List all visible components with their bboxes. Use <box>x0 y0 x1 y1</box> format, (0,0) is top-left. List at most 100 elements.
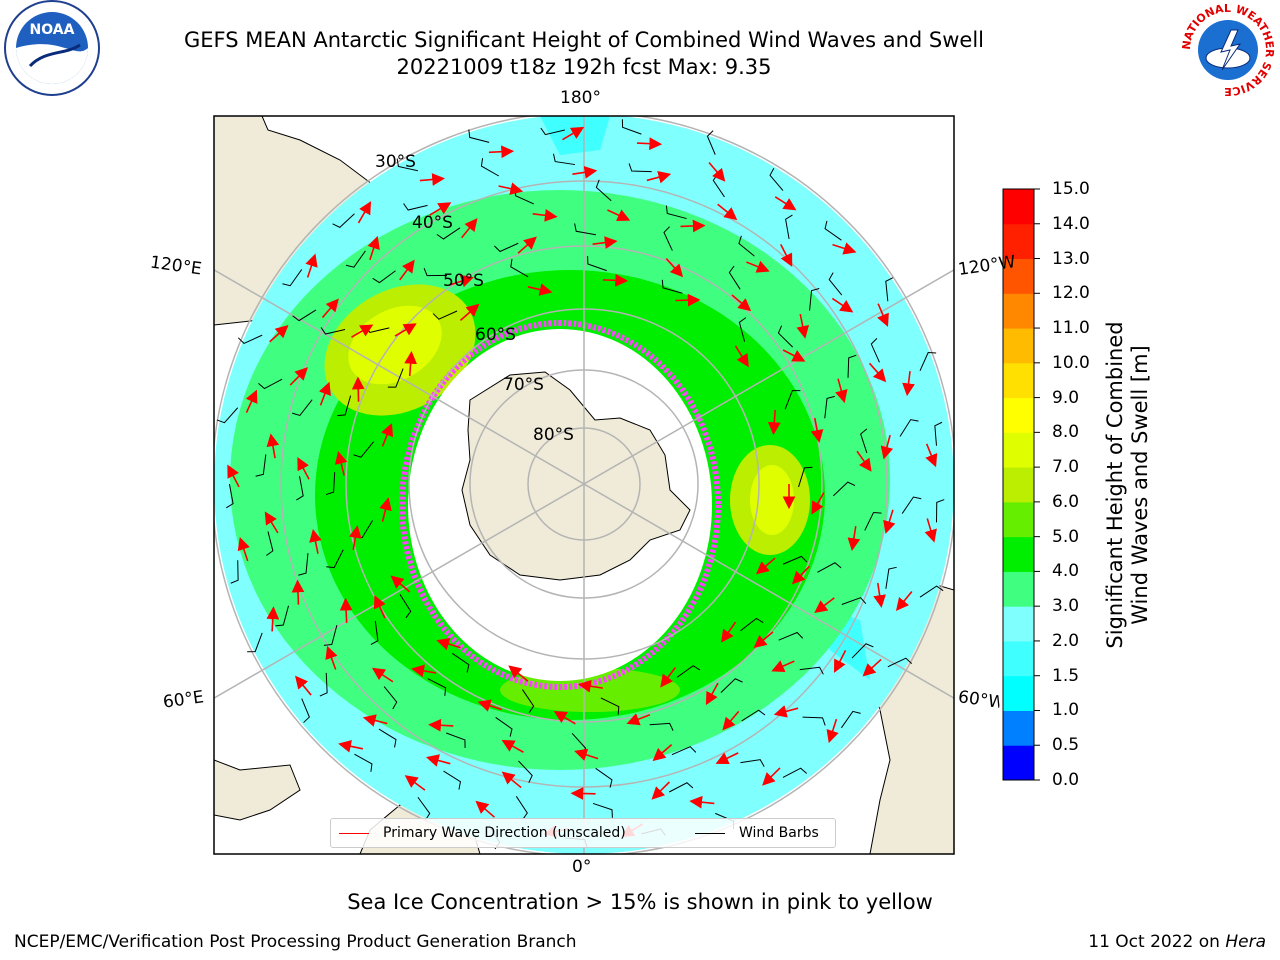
colorbar-tick-label: 0.5 <box>1052 735 1080 756</box>
wave-direction-arrow <box>562 126 585 141</box>
wind-barb <box>592 802 613 818</box>
wave-direction-arrow <box>833 650 847 673</box>
colorbar-tick-label: 8.0 <box>1052 422 1080 443</box>
wave-direction-arrow <box>309 528 322 554</box>
lat-label-40s: 40°S <box>412 213 453 233</box>
colorbar-segment <box>1003 640 1034 677</box>
wind-barb <box>436 227 461 240</box>
wind-barb <box>417 796 431 821</box>
wave-direction-arrow <box>394 323 417 337</box>
wave-direction-arrow <box>862 658 882 677</box>
wind-barb <box>468 129 490 143</box>
wave-direction-arrow <box>734 345 749 368</box>
wave-direction-arrow <box>868 362 887 383</box>
wind-barb <box>832 481 856 497</box>
wind-barb <box>785 214 793 240</box>
wind-barb <box>226 483 234 509</box>
wind-barb <box>337 395 352 417</box>
wave-direction-arrow <box>269 324 289 343</box>
wave-direction-arrow <box>826 718 839 744</box>
wave-direction-arrow <box>501 739 524 753</box>
wind-barb <box>587 255 607 272</box>
wind-barb <box>326 549 344 569</box>
wind-barb <box>738 317 747 342</box>
colorbar-tick-label: 2.0 <box>1052 630 1080 651</box>
wave-direction-arrow <box>717 203 738 221</box>
wind-barb <box>728 265 741 290</box>
wave-direction-arrow <box>705 682 719 706</box>
wave-direction-arrow <box>832 242 857 255</box>
wind-barb <box>919 352 937 372</box>
wind-barb <box>423 268 448 277</box>
colorbar-segment <box>1003 536 1034 572</box>
wave-direction-arrow <box>835 378 848 404</box>
colorbar-segment <box>1003 328 1034 364</box>
wind-barb <box>595 767 613 788</box>
wind-barb <box>817 562 842 573</box>
wave-direction-arrow <box>810 417 824 443</box>
wave-direction-arrow <box>880 434 894 460</box>
wave-direction-arrow <box>771 660 795 673</box>
wind-barb <box>782 767 808 778</box>
wave-direction-arrow <box>371 667 394 683</box>
wave-direction-arrow <box>357 201 372 224</box>
colorbar <box>1003 188 1040 781</box>
wave-direction-arrow <box>349 525 362 551</box>
wave-direction-arrow <box>399 259 415 281</box>
wind-barb <box>323 625 338 646</box>
map-subtitle: 20221009 t18z 192h fcst Max: 9.35 <box>396 55 772 79</box>
wave-direction-arrow <box>924 518 937 543</box>
wave-direction-arrow <box>245 389 258 413</box>
wind-barb <box>824 395 835 419</box>
wave-direction-arrow <box>498 182 524 195</box>
wind-barb <box>354 753 373 772</box>
wind-barb <box>552 153 576 166</box>
wave-direction-arrow <box>390 575 411 593</box>
wind-barb <box>493 242 519 253</box>
wind-barb <box>600 697 620 715</box>
wind-barb <box>518 760 533 783</box>
wind-barb <box>778 631 804 641</box>
wave-direction-arrow <box>449 274 474 288</box>
footer-host: Hera <box>1225 932 1266 952</box>
nws-logo: NATIONAL WEATHER SERVICE <box>1180 2 1276 98</box>
wind-barb <box>661 279 683 294</box>
wind-barb <box>378 728 397 748</box>
wind-barb <box>346 250 366 268</box>
wind-barb <box>885 277 894 302</box>
colorbar-segment <box>1003 571 1034 607</box>
wind-barb <box>540 127 565 136</box>
wave-direction-arrow <box>689 795 715 809</box>
wave-direction-arrow <box>814 597 835 614</box>
colorbar-segment <box>1003 293 1034 329</box>
wind-barb <box>676 665 701 678</box>
wind-barb <box>784 390 801 410</box>
colorbar-title-line2: Wind Waves and Swell [m] <box>1128 345 1152 625</box>
wind-barb <box>649 722 674 731</box>
noaa-logo-text: NOAA <box>30 22 75 38</box>
wind-barb <box>899 419 919 437</box>
sea-ice-caption: Sea Ice Concentration > 15% is shown in … <box>347 890 933 914</box>
wave-direction-arrow <box>264 511 279 534</box>
wave-direction-arrow <box>708 161 726 182</box>
graticule <box>214 116 954 854</box>
wind-barb <box>319 672 328 697</box>
wave-zone-peak-east <box>750 465 794 535</box>
wind-barb <box>799 666 824 675</box>
wind-barb <box>298 553 309 576</box>
wave-direction-arrow <box>237 537 250 562</box>
wind-barb <box>480 158 500 177</box>
wave-direction-arrow <box>305 253 318 278</box>
wind-barb <box>798 466 813 488</box>
wind-barb <box>522 689 535 713</box>
legend-barb-label: Wind Barbs <box>739 825 819 841</box>
wave-direction-arrow <box>291 579 305 605</box>
wave-direction-arrow <box>796 313 810 339</box>
wind-barb <box>782 555 808 565</box>
wave-direction-arrow <box>362 714 388 727</box>
wave-direction-arrow <box>731 294 752 312</box>
wind-barb <box>901 496 922 514</box>
colorbar-segment <box>1003 606 1034 642</box>
lat-label-50s: 50°S <box>443 271 484 291</box>
wave-direction-arrow <box>652 744 673 762</box>
